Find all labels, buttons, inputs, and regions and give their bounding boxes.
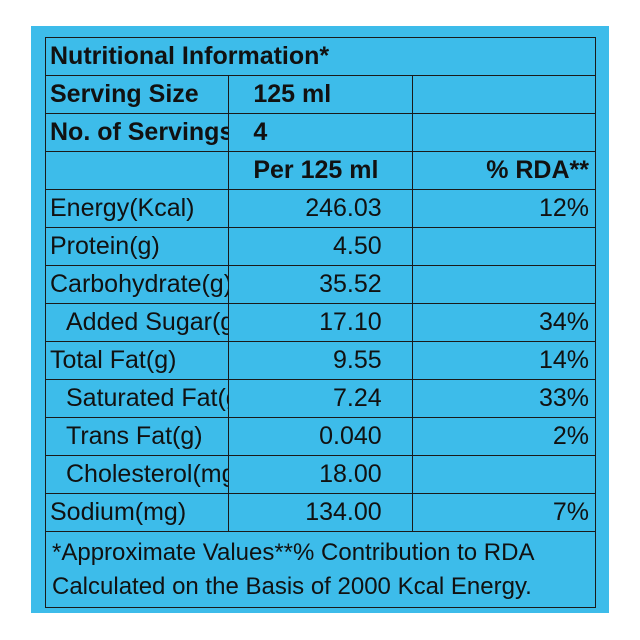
servings-row: No. of Servings 4 (44, 113, 597, 152)
nutrient-label: Carbohydrate(g) (44, 265, 230, 304)
servings-empty (411, 113, 597, 152)
nutrient-label: Cholesterol(mg) (44, 455, 230, 494)
serving-size-value: 125 ml (228, 75, 413, 114)
serving-size-empty (411, 75, 597, 114)
nutrient-value: 9.55 (228, 341, 413, 380)
nutrient-value: 17.10 (228, 303, 413, 342)
nutrient-rda: 12% (411, 189, 597, 228)
nutrient-value: 246.03 (228, 189, 413, 228)
nutrient-value: 7.24 (228, 379, 413, 418)
table-title: Nutritional Information* (45, 37, 596, 76)
table-row: Sodium(mg) 134.00 7% (44, 493, 597, 532)
servings-value: 4 (228, 113, 413, 152)
nutrient-rda: 14% (411, 341, 597, 380)
table-row: Trans Fat(g) 0.040 2% (44, 417, 597, 456)
table-row: Saturated Fat(g) 7.24 33% (44, 379, 597, 418)
table-row: Protein(g) 4.50 (44, 227, 597, 266)
nutrient-rda: 34% (411, 303, 597, 342)
nutrient-label: Energy(Kcal) (44, 189, 230, 228)
nutrition-table-container: Nutritional Information* Serving Size 12… (44, 37, 597, 608)
nutrient-value: 4.50 (228, 227, 413, 266)
footnote: *Approximate Values**% Contribution to R… (45, 531, 596, 608)
column-header-per: Per 125 ml (228, 151, 413, 190)
serving-size-label: Serving Size (44, 75, 230, 114)
nutrient-label: Saturated Fat(g) (44, 379, 230, 418)
nutrient-rda (411, 265, 597, 304)
nutrient-value: 134.00 (228, 493, 413, 532)
nutrient-rda: 33% (411, 379, 597, 418)
nutrition-table: Nutritional Information* Serving Size 12… (44, 37, 597, 608)
table-row: Cholesterol(mg) 18.00 (44, 455, 597, 494)
nutrient-label: Sodium(mg) (44, 493, 230, 532)
nutrient-value: 0.040 (228, 417, 413, 456)
nutrient-label: Total Fat(g) (44, 341, 230, 380)
nutrient-rda: 2% (411, 417, 597, 456)
nutrient-value: 35.52 (228, 265, 413, 304)
servings-label: No. of Servings (44, 113, 230, 152)
table-row: Energy(Kcal) 246.03 12% (44, 189, 597, 228)
footnote-line-1: *Approximate Values**% Contribution to R… (52, 538, 535, 566)
nutrient-rda (411, 227, 597, 266)
nutrient-rda: 7% (411, 493, 597, 532)
table-row: Total Fat(g) 9.55 14% (44, 341, 597, 380)
column-header-empty (44, 151, 230, 190)
nutrient-value: 18.00 (228, 455, 413, 494)
nutrient-rda (411, 455, 597, 494)
column-header-rda: % RDA** (411, 151, 597, 190)
title-row: Nutritional Information* (45, 37, 596, 76)
nutrient-label: Added Sugar(g) (44, 303, 230, 342)
nutrient-label: Protein(g) (44, 227, 230, 266)
table-row: Added Sugar(g) 17.10 34% (44, 303, 597, 342)
nutrient-label: Trans Fat(g) (44, 417, 230, 456)
serving-size-row: Serving Size 125 ml (44, 75, 597, 114)
footnote-row: *Approximate Values**% Contribution to R… (45, 531, 596, 608)
column-header-row: Per 125 ml % RDA** (44, 151, 597, 190)
nutrition-label-panel: Nutritional Information* Serving Size 12… (31, 26, 609, 613)
table-row: Carbohydrate(g) 35.52 (44, 265, 597, 304)
footnote-line-2: Calculated on the Basis of 2000 Kcal Ene… (52, 572, 532, 600)
